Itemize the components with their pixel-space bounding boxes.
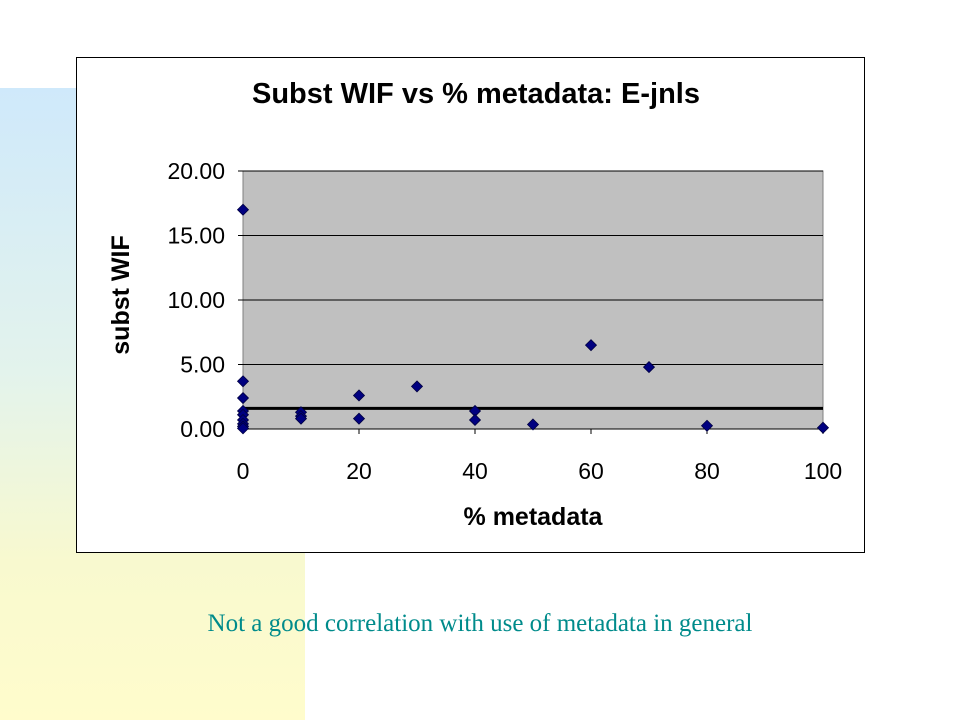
data-point bbox=[816, 421, 830, 434]
data-point bbox=[642, 361, 656, 374]
data-point bbox=[410, 380, 424, 393]
x-tick-label: 20 bbox=[346, 458, 372, 484]
data-point bbox=[584, 339, 598, 352]
x-tick-label: 60 bbox=[578, 458, 604, 484]
x-tick-labels: 0 20 40 60 80 100 bbox=[237, 429, 842, 484]
y-tick-label: 15.00 bbox=[167, 223, 225, 249]
slide-caption: Not a good correlation with use of metad… bbox=[207, 610, 753, 637]
data-point bbox=[468, 413, 482, 427]
data-point bbox=[236, 422, 250, 435]
x-tick-label: 80 bbox=[694, 458, 720, 484]
y-tick-labels: 0.00 5.00 10.00 15.00 20.00 bbox=[167, 158, 243, 442]
x-axis-label: % metadata bbox=[464, 503, 604, 531]
data-point bbox=[352, 412, 366, 425]
y-tick-label: 0.00 bbox=[180, 416, 225, 442]
chart-title: Subst WIF vs % metadata: E-jnls bbox=[252, 78, 700, 110]
scatter-chart: 0 20 40 60 80 100 0.00 5.00 10.00 15.00 20.00 Sub… bbox=[107, 78, 842, 531]
data-point bbox=[526, 418, 540, 431]
data-point bbox=[236, 375, 250, 388]
data-point bbox=[700, 419, 714, 432]
y-tick-label: 20.00 bbox=[167, 158, 225, 184]
y-axis-label: subst WIF bbox=[107, 235, 135, 354]
y-tick-label: 5.00 bbox=[180, 352, 225, 378]
x-tick-label: 100 bbox=[804, 458, 842, 484]
x-tick-label: 0 bbox=[237, 458, 250, 484]
data-point bbox=[236, 391, 250, 405]
data-point bbox=[294, 412, 308, 425]
x-tick-label: 40 bbox=[462, 458, 488, 484]
y-tick-label: 10.00 bbox=[167, 287, 225, 313]
data-point bbox=[236, 203, 250, 216]
data-point bbox=[352, 389, 366, 402]
gridlines bbox=[243, 170, 823, 365]
data-points bbox=[236, 203, 830, 435]
chart-frame: 0 20 40 60 80 100 0.00 5.00 10.00 15.00 20.00 Sub… bbox=[76, 57, 865, 553]
